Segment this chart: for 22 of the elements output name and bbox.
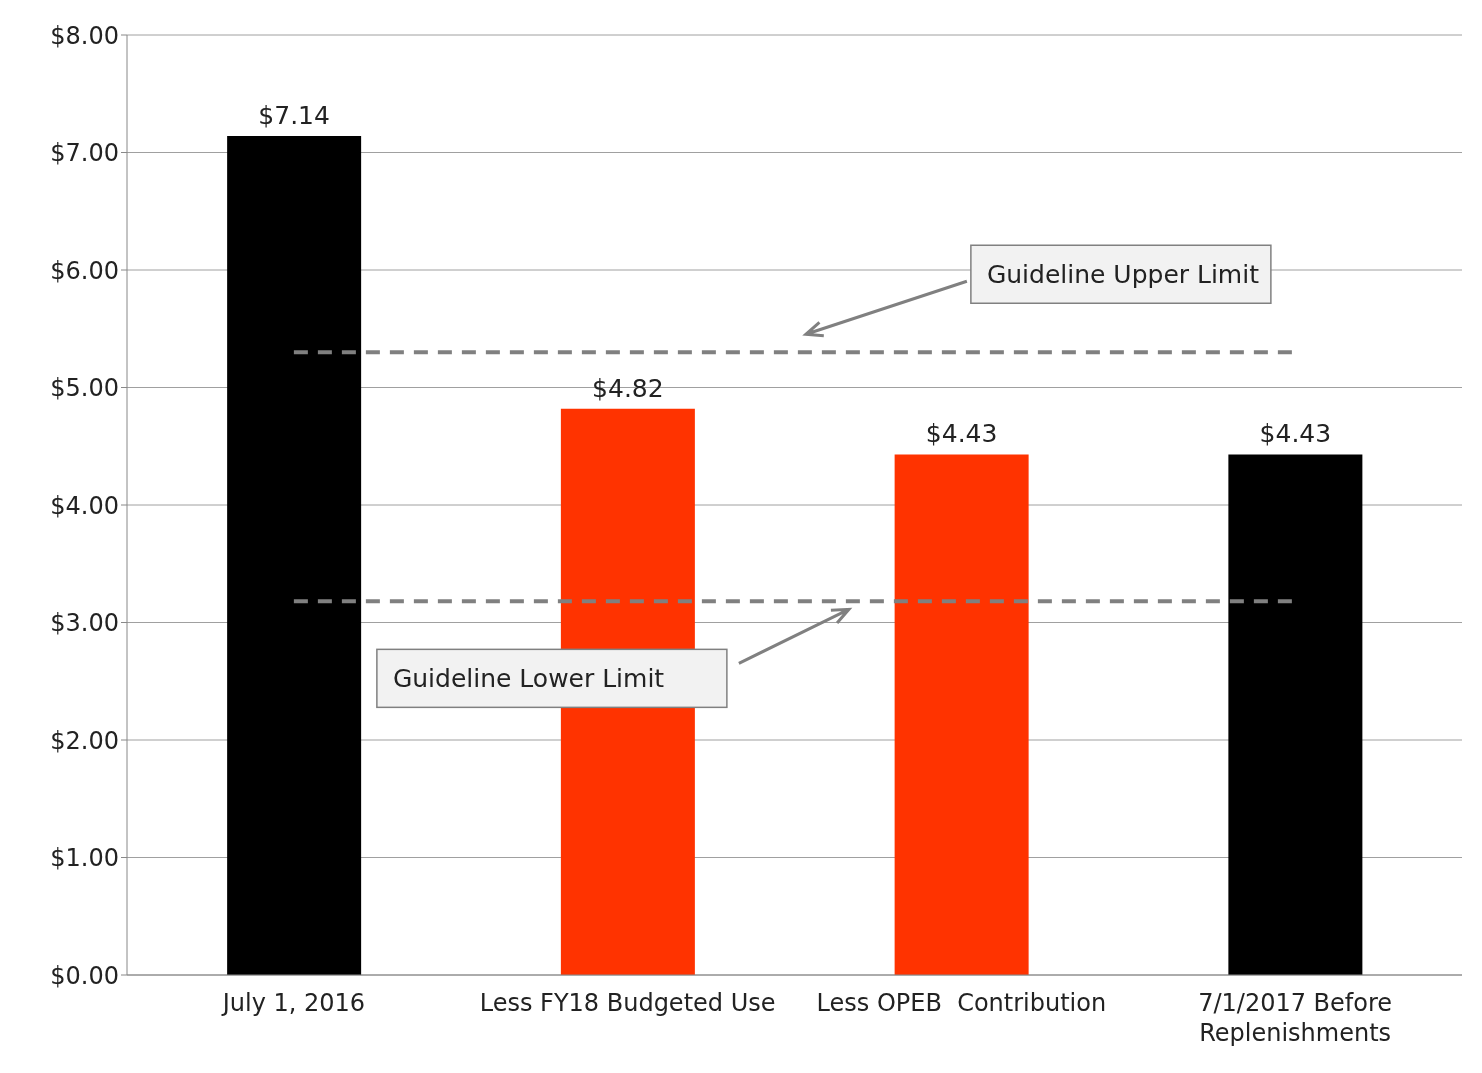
data-label: $7.14 [258, 101, 330, 131]
y-tick-label: $4.00 [50, 491, 119, 520]
x-tick-label: Less OPEB Contribution [816, 989, 1107, 1017]
y-tick-label: $3.00 [50, 609, 119, 638]
y-tick-label: $2.00 [50, 726, 119, 755]
bar [894, 454, 1029, 975]
ref-line-label: Guideline Lower Limit [392, 664, 665, 694]
y-tick-label: $1.00 [50, 844, 119, 873]
y-tick-label: $0.00 [50, 961, 119, 990]
y-tick-label: $6.00 [50, 256, 119, 285]
data-label: $4.82 [592, 373, 664, 403]
y-tick-label: $7.00 [50, 139, 119, 168]
y-tick-label: $5.00 [50, 374, 119, 403]
data-label: $4.43 [1259, 419, 1332, 449]
y-tick-label: $8.00 [50, 21, 119, 50]
x-tick-label: 7/1/2017 Before Replenishments [1198, 989, 1393, 1047]
ref-line-label: Guideline Upper Limit [986, 260, 1260, 290]
bar [227, 136, 362, 975]
data-label: $4.43 [925, 419, 998, 449]
bar [1228, 454, 1363, 975]
x-tick-label: July 1, 2016 [220, 989, 366, 1017]
x-tick-label: Less FY18 Budgeted Use [479, 989, 776, 1017]
